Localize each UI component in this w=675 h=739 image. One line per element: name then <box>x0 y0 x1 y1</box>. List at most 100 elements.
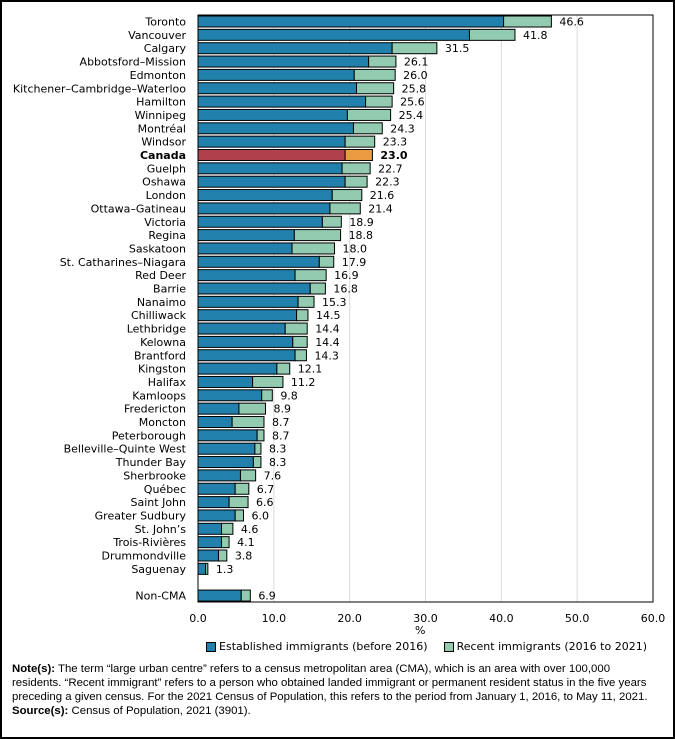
value-label: 25.4 <box>399 109 424 122</box>
category-label: Guelph <box>147 162 186 175</box>
value-label: 3.8 <box>235 550 253 563</box>
value-label: 8.3 <box>269 443 287 456</box>
bar-established <box>197 82 357 95</box>
category-label: Greater Sudbury <box>95 509 187 522</box>
value-label: 4.1 <box>237 536 255 549</box>
category-label: Nanaimo <box>137 296 186 309</box>
bar-established <box>197 149 346 161</box>
x-tick-label: 20.0 <box>337 612 362 625</box>
bar-recent <box>221 522 234 535</box>
bar-established <box>197 189 333 202</box>
bar-established <box>197 68 355 81</box>
bar-recent <box>391 42 438 55</box>
value-label: 8.3 <box>269 456 287 469</box>
category-label: Toronto <box>144 16 186 29</box>
value-label: 31.5 <box>445 42 470 55</box>
bar-recent <box>344 135 376 148</box>
bar-recent <box>291 242 335 255</box>
category-label: London <box>146 189 186 202</box>
bar-established <box>197 429 258 442</box>
bar-recent <box>238 402 266 415</box>
category-label: Kitchener–Cambridge–Waterloo <box>13 82 186 95</box>
category-label: Peterborough <box>112 429 186 442</box>
bar-established <box>197 509 236 522</box>
value-label: 23.3 <box>383 136 408 149</box>
value-label: 8.7 <box>272 429 290 442</box>
value-label: 12.1 <box>298 363 323 376</box>
bar-established <box>197 589 242 602</box>
bar-established <box>197 15 505 28</box>
category-label: Halifax <box>148 376 187 389</box>
category-label: Regina <box>148 229 186 242</box>
category-label: Kingston <box>138 363 186 376</box>
x-tick-label: 30.0 <box>413 612 438 625</box>
bar-established <box>197 55 370 68</box>
value-label: 46.6 <box>559 16 584 29</box>
bar-recent <box>276 362 291 375</box>
bar-recent <box>296 309 309 322</box>
value-label: 21.4 <box>368 202 393 215</box>
category-label: Québec <box>144 483 186 496</box>
bar-established <box>197 309 298 322</box>
value-label: 41.8 <box>523 29 548 42</box>
bar-recent <box>284 322 308 335</box>
bar-recent <box>321 215 342 228</box>
category-label: Chilliwack <box>131 309 187 322</box>
bar-established <box>197 229 295 242</box>
bar-established <box>197 416 233 428</box>
value-label: 23.0 <box>380 149 407 162</box>
stacked-bar-chart: TorontoVancouverCalgaryAbbotsford–Missio… <box>13 14 665 625</box>
bar-recent <box>228 496 249 509</box>
category-label: Kamloops <box>132 389 186 402</box>
bar-recent <box>355 82 395 95</box>
legend-item-recent: Recent immigrants (2016 to 2021) <box>443 640 647 653</box>
bar-established <box>197 362 278 375</box>
bar-established <box>197 402 240 415</box>
bar-recent <box>292 335 308 348</box>
value-label: 18.9 <box>349 216 374 229</box>
bar-recent <box>205 562 209 575</box>
bar-recent <box>234 509 245 522</box>
category-label: Belleville–Quinte West <box>64 443 187 456</box>
legend: Established immigrants (before 2016) Rec… <box>0 640 675 653</box>
category-label: Hamilton <box>136 96 186 109</box>
category-label: St. Catharines–Niagara <box>60 256 186 269</box>
bar-recent <box>318 255 335 268</box>
bar-established <box>197 375 254 388</box>
value-label: 1.3 <box>216 563 234 576</box>
value-labels: 46.6 41.8 31.5 26.126.025.825.625.424.323.3… <box>216 16 584 603</box>
bars <box>197 15 552 602</box>
bar-established <box>197 322 286 335</box>
value-label: 15.3 <box>322 296 347 309</box>
category-label: Lethbridge <box>127 323 187 336</box>
category-label: Windsor <box>141 136 186 149</box>
bar-recent <box>468 28 516 41</box>
bar-recent <box>344 149 373 161</box>
value-label: 6.0 <box>252 509 270 522</box>
bar-established <box>197 95 367 108</box>
value-label: 8.9 <box>273 403 291 416</box>
value-label: 17.9 <box>342 256 367 269</box>
bar-established <box>197 135 346 148</box>
category-label: Drummondville <box>101 550 186 563</box>
category-label: Edmonton <box>130 69 186 82</box>
value-label: 18.8 <box>349 229 374 242</box>
legend-swatch-recent <box>443 641 454 652</box>
category-label: Brantford <box>134 349 186 362</box>
bar-established <box>197 549 219 562</box>
category-label: Kelowna <box>140 336 186 349</box>
category-label: Abbotsford–Mission <box>80 56 186 69</box>
source-label: Source(s): <box>12 705 69 718</box>
bar-established <box>197 349 296 362</box>
bar-recent <box>231 416 265 428</box>
category-label: Non-CMA <box>135 590 186 603</box>
category-label: Winnipeg <box>135 109 186 122</box>
value-label: 14.5 <box>316 309 341 322</box>
bar-established <box>197 335 294 348</box>
legend-swatch-established <box>206 641 217 652</box>
bar-recent <box>254 442 262 455</box>
category-label: Saint John <box>131 496 187 509</box>
bar-recent <box>309 282 326 295</box>
bar-recent <box>294 269 327 282</box>
x-tick-label: 50.0 <box>565 612 590 625</box>
